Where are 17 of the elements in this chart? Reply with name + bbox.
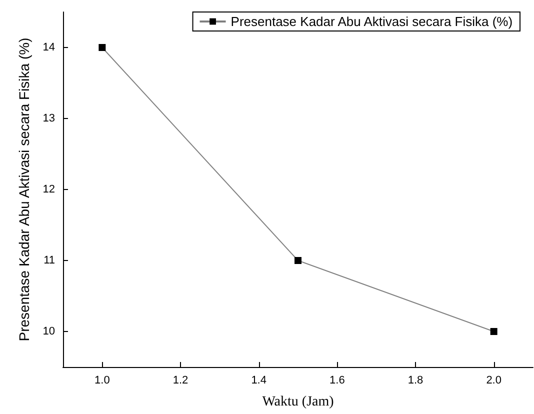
y-tick-label: 10 [42, 326, 55, 338]
x-tick-label: 2.0 [486, 374, 502, 386]
point [294, 257, 302, 264]
y-tick-label: 12 [42, 184, 55, 196]
point [98, 44, 106, 51]
x-tick-label: 1.8 [408, 374, 424, 386]
x-tick-label: 1.0 [94, 374, 110, 386]
y-tick-label: 14 [42, 42, 55, 54]
x-tick-label: 1.4 [251, 374, 266, 386]
point [490, 328, 498, 335]
y-tick-label: 11 [44, 254, 55, 266]
x-tick-label: 1.6 [330, 374, 345, 386]
y-axis-title: Presentase Kadar Abu Aktivasi secara Fisika (%) [16, 38, 32, 342]
x-tick-label: 1.2 [172, 374, 188, 386]
y-tick-label: 13 [42, 112, 55, 124]
x-axis-title: Waktu (Jam) [262, 394, 334, 410]
legend-label: Presentase Kadar Abu Aktivasi secara Fisika (%) [230, 14, 513, 29]
